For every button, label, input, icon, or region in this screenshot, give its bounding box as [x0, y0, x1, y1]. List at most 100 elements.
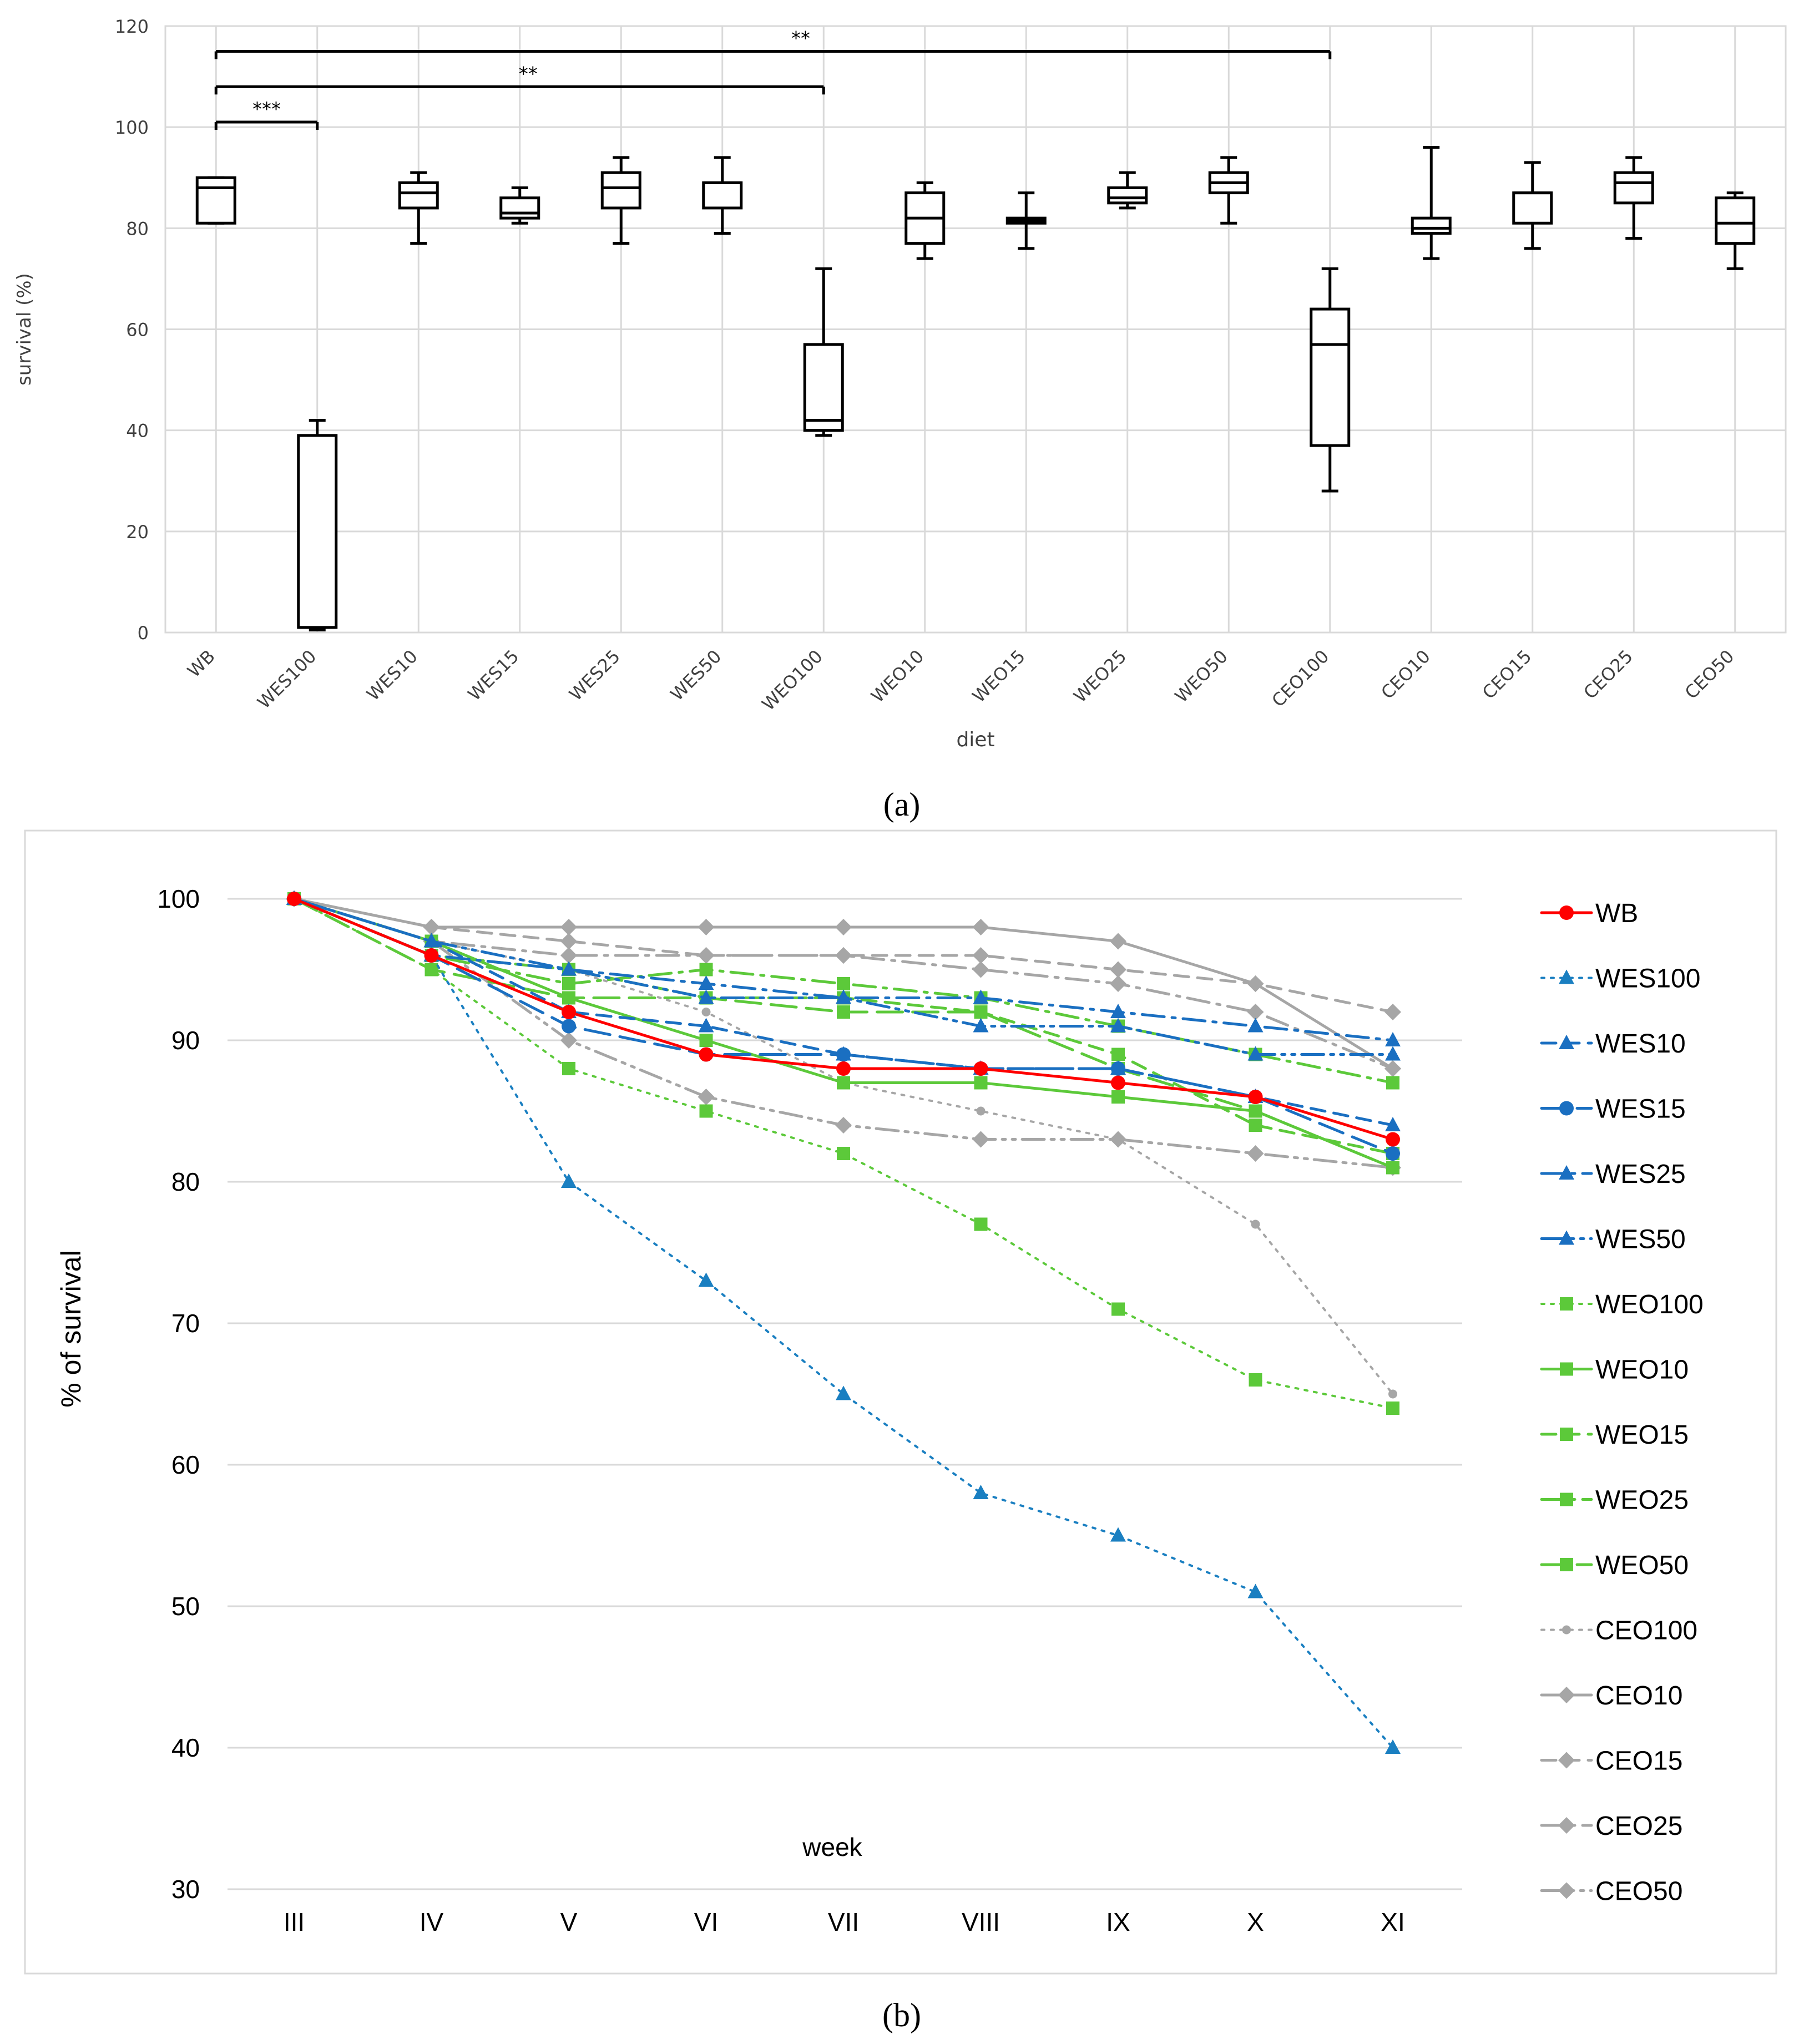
x-tick-label-b: VIII	[962, 1908, 1000, 1936]
x-tick-label-a: CEO10	[1377, 646, 1434, 704]
legend-label: WES50	[1595, 1225, 1686, 1254]
x-tick-label-b: VII	[828, 1908, 859, 1936]
x-tick-label-b: X	[1247, 1908, 1264, 1936]
legend-item-WES50: WES50	[1540, 1225, 1686, 1254]
data-point	[698, 1272, 714, 1287]
data-point	[1249, 1104, 1262, 1118]
legend-label: WB	[1595, 899, 1638, 928]
panel-a-boxplot: 0 20 40 60 80 100 120 WB WES100 WES10 WES15 WES25 WE…	[13, 16, 1787, 751]
significance-label: ***	[252, 98, 281, 120]
legend-marker	[1562, 1625, 1571, 1635]
data-point	[562, 1005, 576, 1019]
box-iqr	[702, 181, 743, 210]
box-CEO50	[1715, 191, 1756, 270]
box-WB	[195, 176, 236, 225]
legend-marker	[1559, 1165, 1574, 1180]
box-iqr	[600, 171, 641, 210]
box-iqr	[1613, 171, 1654, 205]
legend-item-CEO25: CEO25	[1540, 1812, 1682, 1841]
x-tick-label-a: WES50	[666, 646, 726, 705]
data-point	[561, 1173, 577, 1188]
box-CEO25	[1613, 156, 1654, 240]
box-iqr	[195, 176, 236, 225]
legend-label: CEO25	[1595, 1812, 1682, 1841]
legend-label: WES10	[1595, 1029, 1686, 1059]
data-point	[835, 919, 852, 935]
data-point	[976, 1106, 986, 1116]
legend-label: WEO15	[1595, 1420, 1689, 1450]
data-point	[972, 919, 989, 935]
legend-label: WEO25	[1595, 1486, 1689, 1515]
data-point	[425, 963, 438, 977]
legend-label: CEO100	[1595, 1616, 1697, 1646]
y-tick-label-a: 100	[115, 117, 149, 138]
box-WEO25	[1107, 171, 1148, 210]
box-WEO50	[1208, 156, 1249, 225]
legend-item-WES15: WES15	[1540, 1095, 1686, 1124]
legend-label: WES15	[1595, 1095, 1686, 1124]
data-point	[1386, 1402, 1399, 1415]
panel-b-frame	[24, 829, 1777, 1975]
legend-marker	[1560, 1362, 1573, 1376]
data-point	[837, 977, 850, 990]
y-tick-label-b: 70	[171, 1309, 200, 1338]
box-iqr	[499, 196, 540, 220]
x-tick-label-a: WEO25	[1069, 646, 1130, 707]
data-point	[1386, 1076, 1399, 1090]
x-tick-label-a: WES100	[253, 646, 320, 713]
x-tick-label-b: V	[560, 1908, 578, 1936]
legend-item-WEO50: WEO50	[1540, 1551, 1689, 1580]
y-tick-label-b: 30	[171, 1875, 200, 1904]
data-point	[1111, 1302, 1125, 1316]
data-point	[835, 1117, 852, 1134]
box-WES100	[297, 418, 338, 631]
legend-item-CEO15: CEO15	[1540, 1747, 1682, 1776]
y-tick-label-b: 80	[171, 1167, 200, 1196]
x-tick-label-a: WEO50	[1171, 646, 1232, 707]
data-point	[972, 947, 989, 964]
data-point	[836, 1061, 851, 1076]
legend-marker	[1559, 905, 1574, 920]
data-point	[562, 991, 575, 1005]
data-point	[1249, 1373, 1262, 1387]
legend-item-CEO50: CEO50	[1540, 1877, 1682, 1906]
data-point	[1110, 1018, 1126, 1033]
data-point	[287, 892, 301, 906]
y-tick-label-a: 0	[138, 623, 149, 644]
box-iqr	[1512, 191, 1553, 225]
y-tick-label-a: 60	[126, 320, 149, 341]
data-point	[699, 1034, 713, 1047]
legend-marker	[1560, 1297, 1573, 1311]
x-tick-label-b: IX	[1106, 1908, 1130, 1936]
data-point	[560, 933, 577, 950]
data-point	[1110, 961, 1126, 978]
x-tick-label-a: WES10	[362, 646, 422, 705]
panel-b-linechart: 30 40 50 60 70 80 90 100 III IV V VI VII VIII IX X XI wee…	[55, 884, 1704, 1936]
legend-label: CEO50	[1595, 1877, 1682, 1906]
legend-label: WEO50	[1595, 1551, 1689, 1580]
data-point	[972, 1131, 989, 1148]
legend-label: WES25	[1595, 1160, 1686, 1189]
box-iqr	[803, 343, 844, 432]
data-point	[973, 1485, 989, 1499]
data-point	[699, 1047, 714, 1062]
legend-label: CEO15	[1595, 1747, 1682, 1776]
legend-item-WES10: WES10	[1540, 1029, 1686, 1059]
series-line	[292, 897, 1394, 1014]
data-point	[1386, 1146, 1400, 1161]
x-tick-label-a: WEO15	[968, 646, 1029, 707]
data-point	[1111, 1075, 1125, 1090]
y-axis-title-b: % of survival	[55, 1250, 87, 1407]
legend-marker	[1559, 1035, 1574, 1049]
data-point	[424, 948, 439, 963]
data-point	[562, 1062, 575, 1075]
x-tick-label-b: IV	[420, 1908, 444, 1936]
panel-a-label: (a)	[883, 786, 921, 823]
box-iqr	[1715, 196, 1756, 245]
legend-item-WES100: WES100	[1540, 964, 1700, 994]
data-point	[698, 919, 715, 935]
data-point	[1110, 1527, 1126, 1542]
significance-bracket: ***	[214, 98, 319, 130]
data-point	[560, 1032, 577, 1049]
